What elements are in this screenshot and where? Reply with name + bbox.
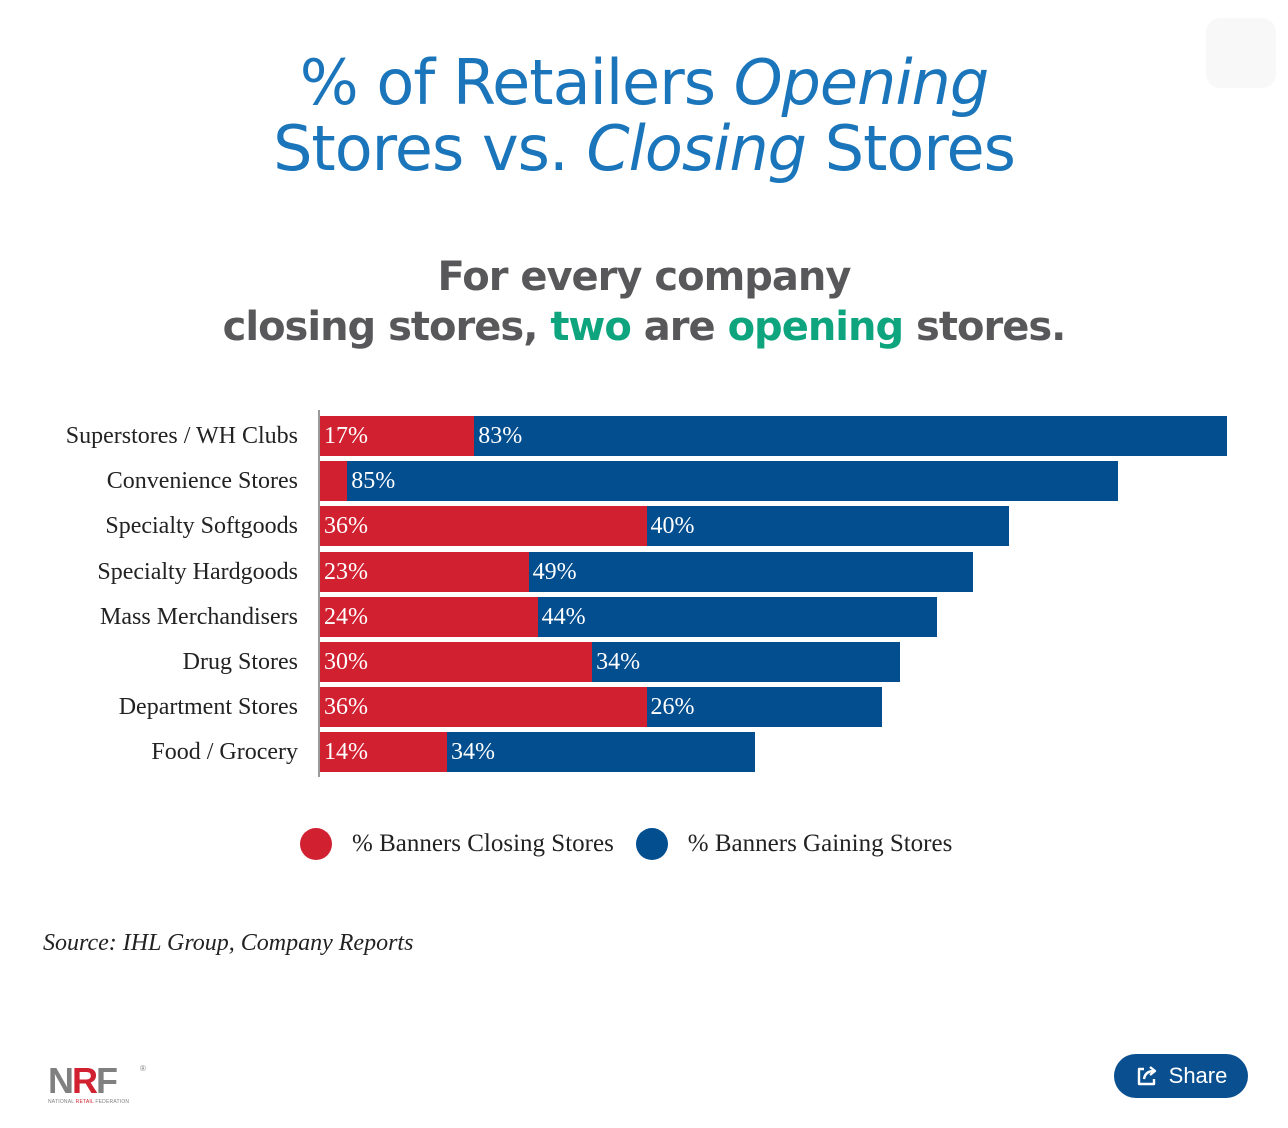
data-label: 14% xyxy=(324,739,368,766)
title-italic-closing: Closing xyxy=(586,112,807,185)
bar-gaining: 49% xyxy=(528,551,974,592)
title-text-2: Stores vs. xyxy=(273,112,587,185)
logo-letter-f: F xyxy=(96,1060,118,1101)
title-text-1: % of Retailers xyxy=(299,46,734,119)
logo-registered-mark: ® xyxy=(140,1064,146,1073)
bar-closing: 36% xyxy=(320,687,647,728)
source-note: Source: IHL Group, Company Reports xyxy=(43,930,414,956)
share-button[interactable]: Share xyxy=(1114,1054,1248,1098)
chart-subtitle: For every company closing stores, two ar… xyxy=(0,252,1288,352)
data-label: 40% xyxy=(650,513,695,540)
bar-closing: 17% xyxy=(320,416,475,456)
bar-closing: 23% xyxy=(320,551,529,592)
bar-gaining: 40% xyxy=(646,506,1010,547)
bar-closing: 36% xyxy=(320,506,647,547)
logo-subtitle: NATIONAL RETAIL FEDERATION xyxy=(48,1099,148,1105)
legend-swatch-closing xyxy=(300,828,332,860)
category-label: Specialty Hardgoods xyxy=(97,558,298,585)
data-label: 23% xyxy=(324,558,368,585)
legend: % Banners Closing Stores % Banners Gaini… xyxy=(300,826,952,862)
nrf-logo: NRF ® NATIONAL RETAIL FEDERATION xyxy=(48,1063,148,1106)
subtitle-text-b: are xyxy=(630,304,728,350)
share-icon xyxy=(1137,1066,1156,1086)
category-label: Specialty Softgoods xyxy=(105,513,298,540)
category-label: Drug Stores xyxy=(182,649,298,675)
bar-gaining: 34% xyxy=(592,642,901,682)
bar-closing: 24% xyxy=(320,596,538,637)
legend-item-closing: % Banners Closing Stores xyxy=(300,828,614,860)
data-label: 17% xyxy=(324,423,368,449)
title-text-3: Stores xyxy=(806,112,1016,185)
nrf-logo-mark: NRF xyxy=(48,1063,148,1099)
legend-label-gaining: % Banners Gaining Stores xyxy=(687,830,953,857)
bar-closing xyxy=(320,461,348,502)
category-axis-line xyxy=(318,410,320,777)
data-label: 34% xyxy=(596,649,641,675)
category-label: Department Stores xyxy=(118,694,298,721)
subtitle-highlight-two: two xyxy=(550,304,632,350)
bar-gaining: 44% xyxy=(537,596,937,637)
corner-tab xyxy=(1206,18,1276,88)
category-label: Convenience Stores xyxy=(106,468,298,495)
bar-gaining: 26% xyxy=(646,687,883,728)
category-label: Mass Merchandisers xyxy=(100,603,298,630)
logo-sub-national: NATIONAL xyxy=(48,1099,76,1105)
subtitle-highlight-opening: opening xyxy=(727,304,905,350)
bar-gaining: 85% xyxy=(347,461,1119,502)
chart-title: % of Retailers Opening Stores vs. Closin… xyxy=(0,50,1288,182)
data-label: 26% xyxy=(650,694,695,721)
bar-closing: 30% xyxy=(320,642,593,682)
data-label: 34% xyxy=(450,739,495,766)
category-label: Food / Grocery xyxy=(151,739,298,766)
bar-gaining: 34% xyxy=(446,732,756,773)
bar-closing: 14% xyxy=(320,732,447,773)
bar-gaining: 83% xyxy=(474,416,1227,456)
logo-letter-r: R xyxy=(72,1060,98,1101)
data-label: 49% xyxy=(532,558,577,585)
data-label: 36% xyxy=(324,694,368,721)
title-italic-opening: Opening xyxy=(733,46,989,119)
legend-label-closing: % Banners Closing Stores xyxy=(352,830,614,857)
legend-item-gaining: % Banners Gaining Stores xyxy=(635,828,953,860)
data-label: 85% xyxy=(351,468,396,495)
subtitle-text-a: closing stores, xyxy=(222,304,551,350)
data-label: 30% xyxy=(324,649,368,675)
legend-swatch-gaining xyxy=(635,828,668,860)
data-label: 24% xyxy=(324,603,368,630)
category-label: Superstores / WH Clubs xyxy=(65,423,298,449)
subtitle-line1: For every company xyxy=(437,254,852,300)
data-label: 83% xyxy=(478,423,523,449)
logo-sub-retail: RETAIL xyxy=(75,1099,94,1105)
logo-letter-n: N xyxy=(48,1060,74,1101)
subtitle-text-c: stores. xyxy=(903,304,1066,350)
data-label: 36% xyxy=(324,513,368,540)
share-label: Share xyxy=(1168,1063,1228,1088)
logo-sub-federation: FEDERATION xyxy=(93,1099,130,1105)
data-label: 44% xyxy=(541,603,586,630)
